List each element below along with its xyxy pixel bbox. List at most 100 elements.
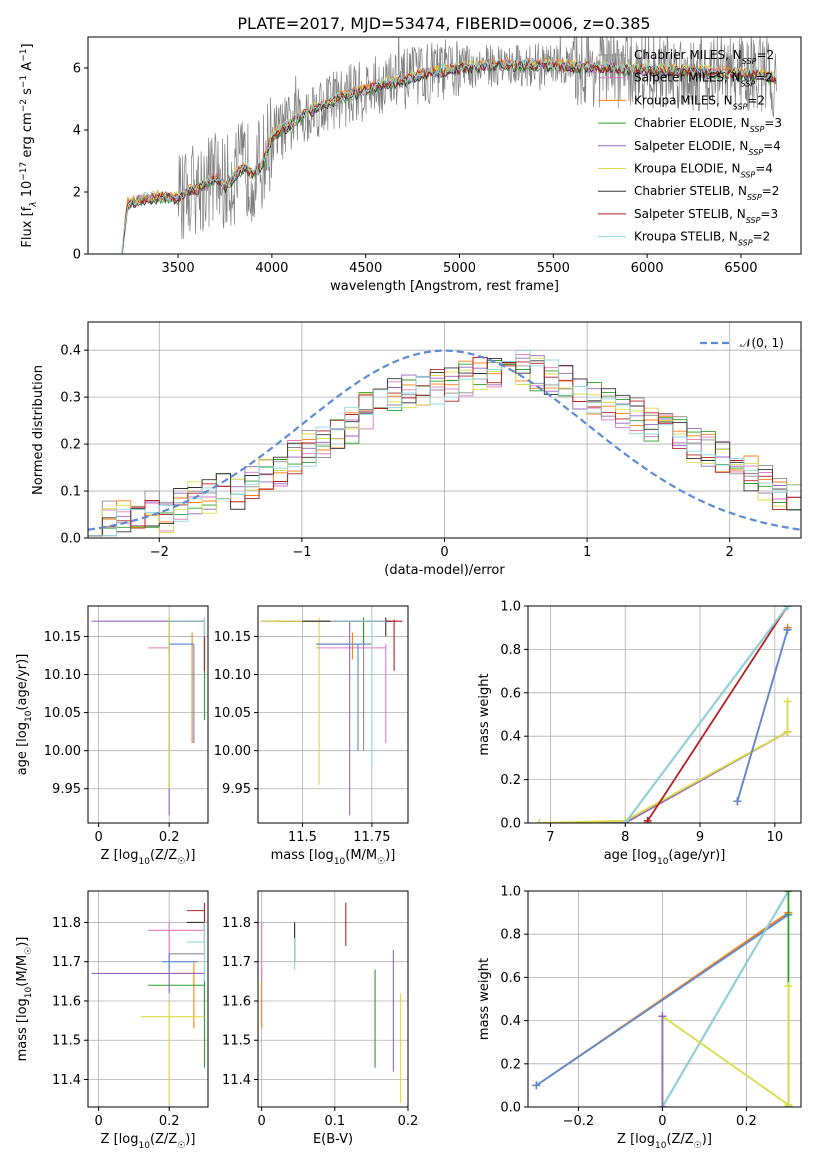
figure-title: PLATE=2017, MJD=53474, FIBERID=0006, z=0… — [237, 14, 650, 33]
x-tick-label: 0 — [658, 1114, 666, 1129]
weight-line-0 — [539, 731, 788, 823]
y-tick-label: 0.8 — [500, 643, 521, 658]
legend-label: Salpeter STELIB, NSSP=3 — [634, 207, 778, 225]
y-axis-label: age [log10(age/yr)] — [15, 654, 34, 776]
histogram-step-8 — [88, 350, 801, 537]
y-axis-label: mass weight — [477, 673, 492, 755]
legend-label: 𝒩(0, 1) — [740, 336, 784, 350]
legend-label: Kroupa MILES, NSSP=2 — [634, 93, 765, 111]
y-axis-label: mass [log10(M/M☉)] — [15, 937, 34, 1062]
axes-frame — [87, 890, 209, 1108]
x-axis-label: Z [log10(Z/Z☉)] — [101, 1132, 196, 1151]
y-tick-label: 10.00 — [214, 744, 251, 759]
x-tick-label: 11.5 — [288, 830, 317, 845]
plot-area-age-vs-Z — [91, 617, 206, 816]
panel-mass-weight-vs-age: 7 8 9 10 0.0 0.2 0.4 0.6 0.8 1.0 age [log10(age/yr… — [477, 600, 802, 867]
x-tick-label: 0.1 — [324, 1114, 345, 1129]
x-axis-label: E(B-V) — [313, 1132, 353, 1147]
weight-marker — [783, 697, 792, 706]
legend-label: Kroupa STELIB, NSSP=2 — [634, 230, 770, 248]
x-tick-label: 0 — [258, 1114, 266, 1129]
panel-residuals: −2 −1 0 1 2 0.0 0.1 0.2 0.3 0.4 (data-model)/error… — [31, 321, 802, 578]
x-tick-label: −0.2 — [563, 1114, 595, 1129]
legend-label: Kroupa ELODIE, NSSP=4 — [634, 162, 773, 180]
weight-marker — [783, 727, 792, 736]
model-line-8 — [121, 57, 777, 254]
plot-area-mass-vs-ebv — [261, 902, 402, 1104]
y-tick-label: 10.10 — [44, 668, 81, 683]
y-tick-label: 10.00 — [44, 744, 81, 759]
x-tick-label: 6000 — [631, 261, 664, 276]
weight-marker — [535, 819, 544, 823]
plot-area-residuals — [88, 349, 801, 537]
legend-label: Chabrier STELIB, NSSP=2 — [634, 184, 779, 202]
weight-marker — [658, 1103, 667, 1107]
x-axis-label: mass [log10(M/M☉)] — [271, 848, 396, 867]
y-tick-label: 0.3 — [60, 391, 81, 406]
y-tick-label: 10.05 — [214, 706, 251, 721]
y-tick-label: 6 — [73, 62, 81, 77]
weight-marker — [733, 797, 742, 806]
y-axis-label: Normed distribution — [31, 365, 46, 495]
y-tick-label: 11.5 — [222, 1034, 251, 1049]
y-tick-label: 10.10 — [214, 668, 251, 683]
y-tick-label: 2 — [73, 186, 81, 201]
y-tick-label: 0.1 — [60, 485, 81, 500]
x-tick-label: 0.2 — [159, 1114, 180, 1129]
weight-line-2 — [646, 606, 789, 823]
weight-marker — [658, 1012, 667, 1021]
y-tick-label: 11.6 — [222, 994, 251, 1009]
axes-frame — [257, 890, 409, 1108]
weight-line-3 — [661, 891, 790, 1107]
y-tick-label: 9.95 — [52, 782, 81, 797]
axes-frame — [257, 605, 409, 824]
x-tick-label: 5000 — [443, 261, 476, 276]
y-axis-label: mass weight — [477, 958, 492, 1040]
weight-marker — [784, 1100, 793, 1107]
plot-area-mass-weight-vs-Z — [532, 891, 793, 1107]
axes-frame — [527, 890, 802, 1108]
x-tick-label: 0 — [94, 830, 102, 845]
y-tick-label: 0.8 — [500, 928, 521, 943]
axes-frame — [87, 36, 802, 255]
y-tick-label: 0 — [73, 248, 81, 263]
axes-frame — [527, 605, 802, 824]
y-tick-label: 1.0 — [500, 885, 521, 900]
x-tick-label: 0 — [94, 1114, 102, 1129]
y-axis-label: Flux [fλ 10−17 erg cm−2 s−1 A−1] — [19, 43, 39, 247]
weight-marker — [783, 606, 792, 610]
y-tick-label: 0.0 — [500, 817, 521, 832]
y-tick-label: 0.4 — [500, 730, 521, 745]
observed-spectrum-line — [121, 37, 777, 254]
plot-area-spectrum — [121, 37, 777, 254]
y-tick-label: 4 — [73, 124, 81, 139]
y-tick-label: 11.7 — [52, 955, 81, 970]
y-tick-label: 11.4 — [52, 1073, 81, 1088]
y-tick-label: 0.6 — [500, 971, 521, 986]
legend-label: Chabrier MILES, NSSP=2 — [634, 48, 774, 66]
x-axis-label: age [log10(age/yr)] — [604, 848, 726, 867]
weight-marker — [783, 625, 792, 634]
plot-area-age-vs-mass — [260, 617, 403, 816]
x-tick-label: −1 — [292, 545, 311, 560]
weight-marker — [643, 816, 652, 823]
x-tick-label: 2 — [726, 545, 734, 560]
x-tick-label: 4500 — [349, 261, 382, 276]
y-tick-label: 11.5 — [52, 1034, 81, 1049]
x-tick-label: 0.2 — [159, 830, 180, 845]
x-tick-label: 0.2 — [736, 1114, 757, 1129]
plot-area-mass-vs-Z — [91, 902, 206, 1104]
y-tick-label: 9.95 — [222, 782, 251, 797]
legend-label: Salpeter MILES, NSSP=2 — [634, 71, 773, 89]
x-axis-label: wavelength [Angstrom, rest frame] — [330, 279, 559, 294]
x-tick-label: −2 — [150, 545, 169, 560]
x-tick-label: 4000 — [255, 261, 288, 276]
x-tick-label: 8 — [621, 830, 629, 845]
y-tick-label: 11.4 — [222, 1073, 251, 1088]
y-tick-label: 0.4 — [60, 344, 81, 359]
weight-line-1 — [535, 914, 789, 1087]
x-tick-label: 7 — [546, 830, 554, 845]
y-tick-label: 0.2 — [60, 438, 81, 453]
y-tick-label: 11.8 — [52, 916, 81, 931]
